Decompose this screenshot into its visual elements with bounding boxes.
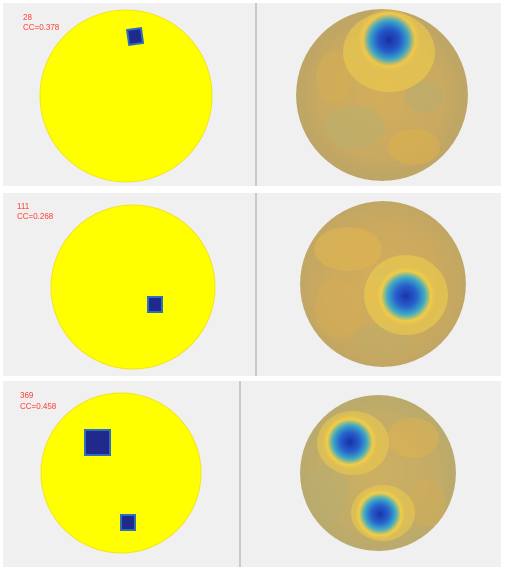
result-panel-1: 28 CC=0.378 — [3, 3, 501, 186]
panel-2-divider — [255, 193, 257, 376]
panel-2-ground-truth-image — [50, 204, 216, 370]
panel-1-divider — [255, 3, 257, 186]
result-panel-3: 369 CC=0.458 — [3, 381, 501, 567]
panel-2-cc-label: CC=0.268 — [17, 212, 54, 221]
panel-3-divider — [239, 381, 241, 567]
panel-1-cc-label: CC=0.378 — [23, 23, 60, 32]
panel-3-id-label: 369 — [20, 391, 34, 400]
panel-3-ground-truth-image — [40, 392, 202, 554]
result-panel-2: 111 CC=0.268 — [3, 193, 501, 376]
panel-1-reconstruction-image — [296, 9, 468, 181]
panel-3-reconstruction-image — [300, 395, 456, 551]
panel-3-cc-label: CC=0.458 — [20, 402, 57, 411]
panel-1-id-label: 28 — [23, 13, 32, 22]
panel-2-reconstruction-image — [300, 201, 466, 367]
panel-2-id-label: 111 — [17, 202, 30, 211]
panel-1-ground-truth-image — [39, 9, 213, 183]
